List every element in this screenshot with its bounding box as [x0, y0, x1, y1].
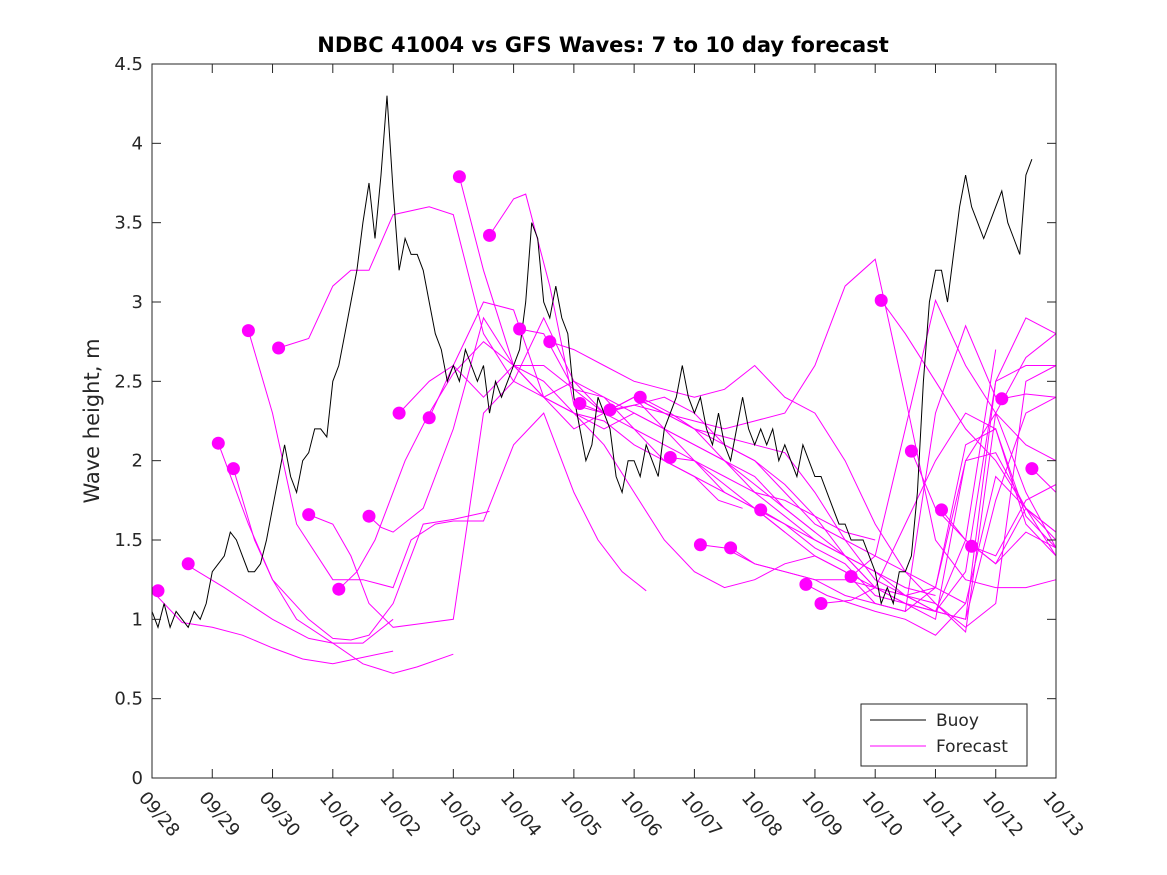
y-tick-label: 1.5: [114, 530, 143, 551]
y-tick-label: 0: [132, 768, 143, 789]
y-tick-label: 4: [132, 133, 143, 154]
forecast-marker: [965, 539, 979, 553]
forecast-line-17: [609, 333, 1057, 634]
forecast-marker: [1025, 462, 1039, 476]
forecast-marker: [543, 335, 557, 349]
forecast-line-29: [971, 484, 1057, 557]
forecast-marker: [874, 293, 888, 307]
axes-frame: [151, 63, 1057, 779]
chart-title: NDBC 41004 vs GFS Waves: 7 to 10 day for…: [317, 33, 888, 57]
legend-buoy-label: Buoy: [936, 711, 979, 731]
forecast-marker: [241, 324, 255, 338]
forecast-marker: [302, 508, 316, 522]
y-tick-label: 1: [132, 609, 143, 630]
forecast-line-23: [805, 475, 1057, 636]
y-tick-label: 3: [132, 292, 143, 313]
buoy-series-group: [151, 95, 1033, 629]
forecast-marker: [483, 228, 496, 242]
forecast-line-25: [850, 298, 1057, 577]
forecast-marker: [362, 509, 376, 523]
forecast-line-1: [151, 590, 394, 665]
forecast-marker: [513, 322, 527, 336]
y-tick-label: 2.5: [114, 371, 143, 392]
forecast-marker: [422, 411, 436, 425]
forecast-marker: [904, 444, 918, 458]
forecast-marker: [799, 577, 813, 591]
forecast-marker: [452, 170, 466, 184]
forecast-marker: [332, 582, 346, 596]
legend-box: [860, 703, 1028, 767]
forecast-marker: [211, 436, 225, 450]
forecast-line-7: [308, 316, 786, 628]
forecast-line-16: [579, 317, 1057, 620]
legend: Buoy Forecast: [860, 703, 1028, 767]
forecast-marker: [603, 403, 617, 417]
forecast-line-4: [232, 468, 394, 644]
forecast-marker: [935, 503, 948, 517]
forecast-line-22: [760, 411, 1057, 621]
forecast-line-8: [338, 341, 816, 590]
y-tick-label: 3.5: [114, 213, 143, 234]
forecast-line-30: [1001, 393, 1057, 400]
forecast-line-18: [639, 396, 1057, 620]
y-tick-label: 0.5: [114, 689, 143, 710]
forecast-marker: [392, 406, 406, 420]
forecast-marker: [844, 570, 858, 583]
forecast-line-28: [941, 507, 1057, 565]
forecast-marker: [724, 541, 738, 555]
forecast-marker: [693, 538, 707, 552]
buoy-line: [151, 95, 1033, 629]
forecast-line-15: [549, 341, 1057, 628]
legend-forecast-label: Forecast: [936, 737, 1008, 757]
forecast-line-5: [247, 330, 647, 592]
forecast-marker: [573, 397, 587, 410]
y-tick-label: 4.5: [114, 54, 143, 75]
y-tick-label: 2: [132, 451, 143, 472]
forecast-marker: [151, 584, 165, 598]
forecast-marker-group: [151, 170, 1039, 610]
forecast-marker: [272, 341, 286, 355]
forecast-marker: [995, 392, 1009, 406]
forecast-marker: [226, 462, 240, 476]
forecast-marker: [663, 451, 677, 464]
forecast-marker: [181, 557, 195, 571]
forecast-series-group: [151, 176, 1057, 674]
forecast-marker: [633, 390, 647, 404]
forecast-marker: [754, 503, 768, 517]
y-axis-label: Wave height, m: [80, 338, 104, 503]
forecast-marker: [814, 597, 828, 610]
